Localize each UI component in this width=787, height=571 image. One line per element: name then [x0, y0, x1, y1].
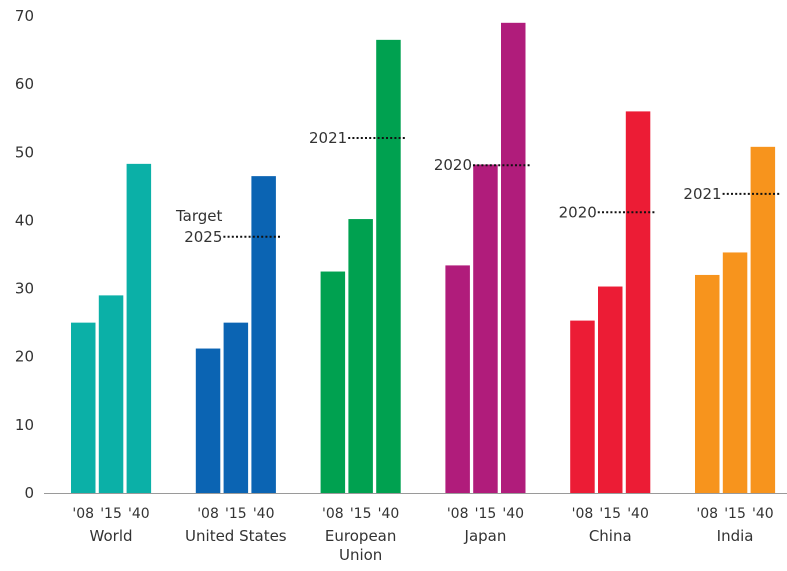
y-tick-label-40: 40: [15, 211, 34, 229]
x-tick-label-world-40: '40: [128, 506, 150, 522]
group-label-china: China: [589, 527, 632, 545]
group-label-world: World: [90, 527, 133, 545]
bar-european-union-08: [320, 271, 346, 493]
bar-world-08: [71, 322, 96, 493]
y-tick-label-0: 0: [24, 484, 34, 502]
x-tick-label-japan-40: '40: [502, 506, 524, 522]
annotation-japan: 2020: [434, 156, 472, 174]
bar-japan-15: [473, 164, 498, 493]
x-tick-label-japan-08: '08: [447, 506, 469, 522]
x-tick-label-china-40: '40: [627, 506, 649, 522]
bar-european-union-40: [376, 39, 401, 493]
y-tick-label-70: 70: [15, 7, 34, 25]
x-tick-label-european-union-08: '08: [322, 506, 344, 522]
bar-india-40: [750, 146, 776, 493]
x-tick-label-world-15: '15: [100, 506, 122, 522]
bar-united-states-40: [251, 176, 276, 493]
group-label-european-union-line-2: Union: [339, 546, 382, 564]
x-tick-label-united-states-08: '08: [197, 506, 219, 522]
x-tick-label-european-union-40: '40: [378, 506, 400, 522]
x-tick-label-india-08: '08: [696, 506, 718, 522]
y-tick-label-20: 20: [15, 348, 34, 366]
group-label-united-states: United States: [185, 527, 287, 545]
annotation-china: 2020: [559, 203, 597, 221]
x-tick-label-china-15: '15: [599, 506, 621, 522]
x-tick-label-india-40: '40: [752, 506, 774, 522]
bar-china-08: [570, 320, 595, 493]
y-tick-label-30: 30: [15, 280, 34, 298]
bar-european-union-15: [348, 219, 373, 493]
x-tick-label-china-08: '08: [572, 506, 594, 522]
bar-india-15: [722, 252, 748, 493]
x-tick-label-european-union-15: '15: [350, 506, 372, 522]
bar-china-40: [625, 111, 651, 494]
x-tick-label-united-states-15: '15: [225, 506, 247, 522]
x-tick-label-india-15: '15: [724, 506, 746, 522]
bar-india-08: [695, 274, 720, 493]
y-tick-label-60: 60: [15, 75, 34, 93]
group-label-japan: Japan: [464, 527, 507, 545]
x-tick-label-world-08: '08: [72, 506, 94, 522]
annotation-european-union: 2021: [309, 129, 347, 147]
y-tick-label-10: 10: [15, 416, 34, 434]
group-label-india: India: [717, 527, 754, 545]
bar-japan-40: [501, 22, 526, 494]
annotation-united-states-line-2: 2025: [184, 228, 222, 246]
y-tick-label-50: 50: [15, 143, 34, 161]
x-tick-label-united-states-40: '40: [253, 506, 275, 522]
x-tick-label-japan-15: '15: [475, 506, 497, 522]
bar-united-states-15: [223, 322, 249, 493]
bar-china-15: [598, 286, 623, 493]
annotation-india: 2021: [683, 185, 721, 203]
bar-world-40: [126, 163, 152, 493]
bar-japan-08: [445, 265, 470, 493]
annotation-united-states-line-1: Target: [175, 207, 223, 225]
group-label-european-union-line-1: European: [325, 527, 396, 545]
bar-united-states-08: [195, 348, 221, 493]
bar-world-15: [98, 295, 124, 493]
